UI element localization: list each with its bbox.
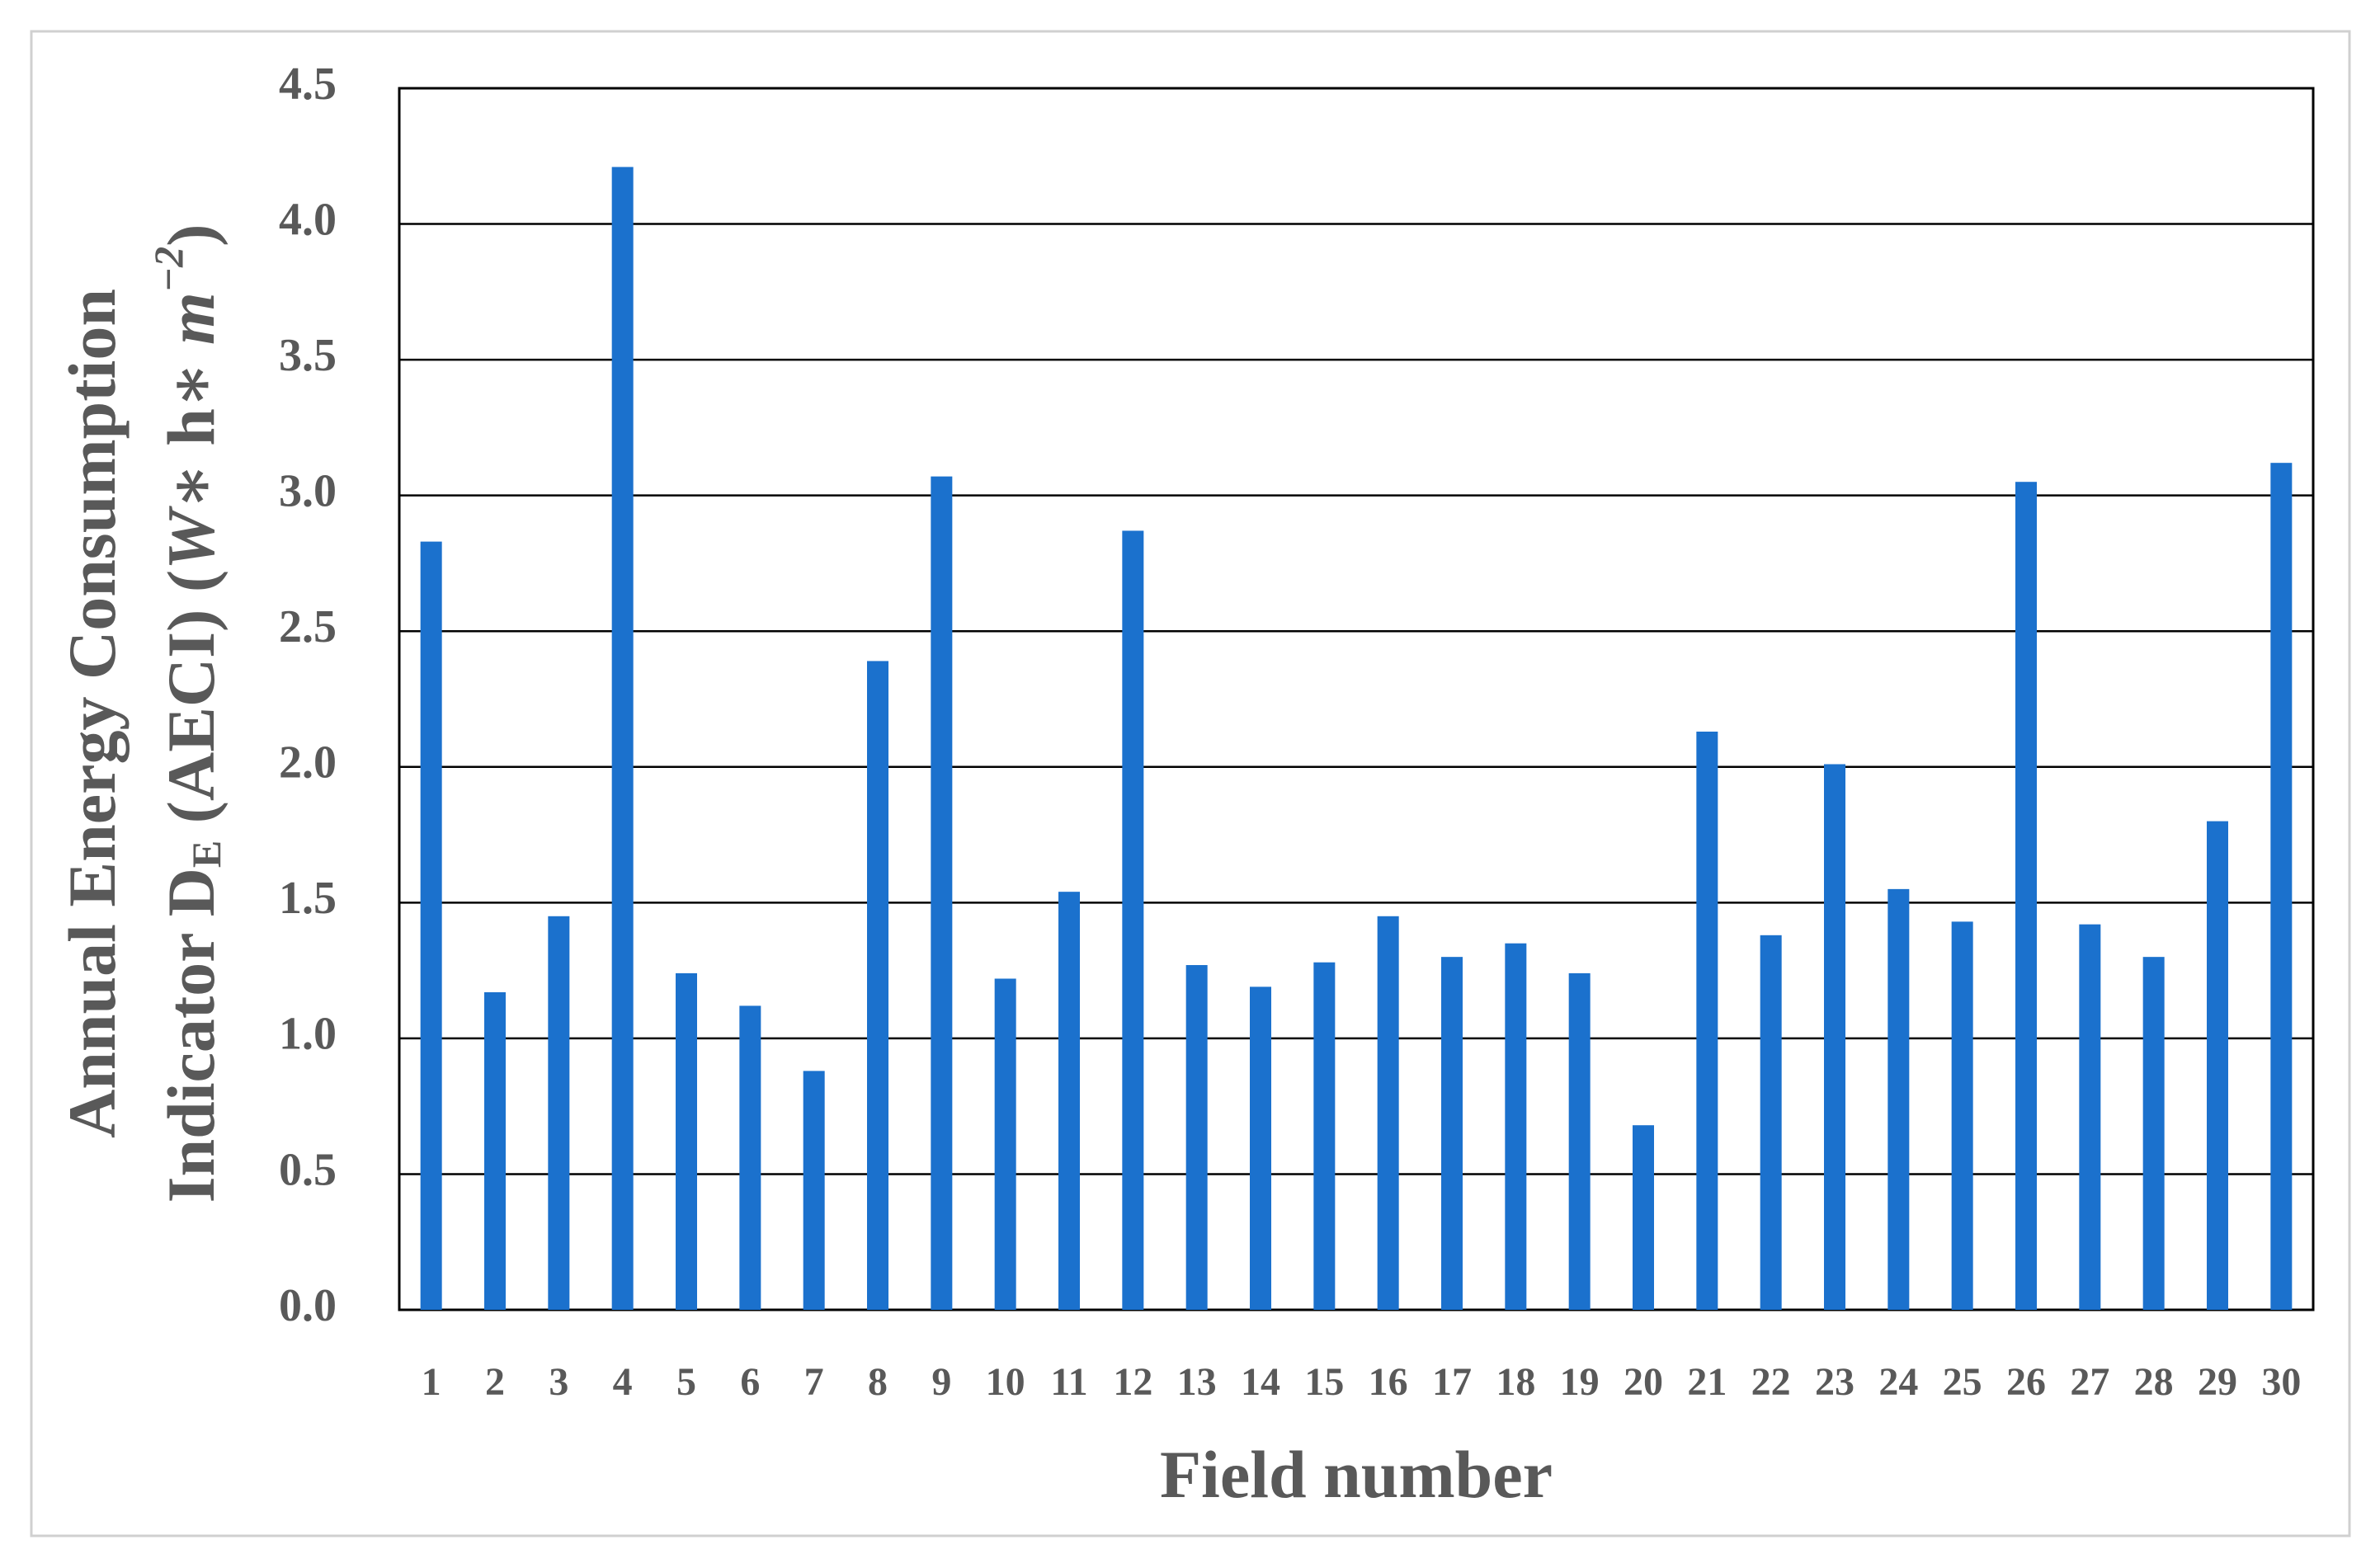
y-tick-label: 3.0 bbox=[279, 466, 337, 517]
x-tick-label: 28 bbox=[2134, 1360, 2174, 1404]
y-axis-title-line2: Indicator DE (AECI) (W∗ h∗ m−2) bbox=[145, 224, 229, 1203]
y-title-part: m bbox=[153, 292, 229, 345]
x-tick-label: 3 bbox=[549, 1360, 568, 1404]
x-tick-label: 16 bbox=[1369, 1360, 1408, 1404]
bar bbox=[1760, 935, 1782, 1310]
bar bbox=[739, 1005, 761, 1310]
bar bbox=[1185, 965, 1208, 1310]
x-tick-label: 1 bbox=[422, 1360, 441, 1404]
x-tick-label: 9 bbox=[931, 1360, 951, 1404]
bar bbox=[1505, 943, 1527, 1310]
y-tick-label: 4.5 bbox=[279, 59, 337, 110]
y-tick-label: 1.0 bbox=[279, 1009, 337, 1060]
y-title-sub: E bbox=[183, 841, 229, 868]
bar bbox=[867, 661, 888, 1310]
bar bbox=[2270, 463, 2293, 1310]
x-tick-label: 12 bbox=[1113, 1360, 1152, 1404]
bar bbox=[1696, 731, 1718, 1310]
bar bbox=[994, 978, 1016, 1310]
bar bbox=[548, 916, 570, 1310]
x-axis-title: Field number bbox=[1160, 1437, 1553, 1512]
y-title-part: ∗ h∗ bbox=[153, 345, 229, 510]
bar bbox=[1633, 1125, 1654, 1310]
bar bbox=[1568, 972, 1591, 1310]
y-axis-title: Annual Energy Consumption Indicator DE (… bbox=[54, 224, 230, 1203]
y-tick-label: 0.5 bbox=[279, 1144, 337, 1195]
x-tick-label: 17 bbox=[1432, 1360, 1472, 1404]
bar bbox=[1250, 986, 1271, 1310]
bar bbox=[803, 1071, 825, 1310]
x-tick-label: 30 bbox=[2261, 1360, 2301, 1404]
y-axis-title-line1: Annual Energy Consumption bbox=[54, 289, 130, 1138]
x-tick-label: 23 bbox=[1815, 1360, 1855, 1404]
bar bbox=[2015, 482, 2037, 1310]
bar bbox=[931, 476, 953, 1310]
plot-area bbox=[398, 87, 2315, 1311]
x-tick-label: 27 bbox=[2070, 1360, 2109, 1404]
x-tick-label: 4 bbox=[613, 1360, 633, 1404]
x-tick-label: 29 bbox=[2198, 1360, 2237, 1404]
bar bbox=[1377, 916, 1399, 1310]
bar bbox=[676, 972, 697, 1310]
bar bbox=[611, 167, 634, 1310]
bar bbox=[1058, 892, 1080, 1310]
x-tick-label: 13 bbox=[1177, 1360, 1217, 1404]
y-title-part: W bbox=[153, 506, 229, 570]
bar bbox=[1441, 957, 1463, 1310]
y-title-part: ) bbox=[153, 224, 229, 247]
bar bbox=[2079, 924, 2101, 1310]
x-tick-label: 21 bbox=[1687, 1360, 1727, 1404]
x-tick-label: 2 bbox=[485, 1360, 505, 1404]
bar bbox=[1824, 764, 1845, 1310]
bar bbox=[2142, 957, 2165, 1310]
x-tick-label: 6 bbox=[740, 1360, 760, 1404]
x-tick-label: 25 bbox=[1943, 1360, 1982, 1404]
y-tick-label: 0.0 bbox=[279, 1280, 337, 1331]
y-tick-label: 1.5 bbox=[279, 873, 337, 924]
bar bbox=[1951, 921, 1973, 1310]
x-tick-label: 18 bbox=[1496, 1360, 1535, 1404]
y-title-sup: −2 bbox=[145, 247, 191, 292]
y-title-part: Indicator D bbox=[153, 868, 229, 1203]
bar bbox=[484, 991, 506, 1310]
x-tick-label: 20 bbox=[1624, 1360, 1663, 1404]
x-tick-label: 11 bbox=[1050, 1360, 1087, 1404]
bar bbox=[1888, 888, 1910, 1310]
x-tick-label: 5 bbox=[676, 1360, 696, 1404]
y-tick-label: 3.5 bbox=[279, 330, 337, 381]
x-tick-label: 8 bbox=[868, 1360, 888, 1404]
bar bbox=[420, 541, 442, 1310]
bar bbox=[2207, 821, 2228, 1310]
x-tick-label: 24 bbox=[1878, 1360, 1918, 1404]
x-tick-label: 7 bbox=[804, 1360, 824, 1404]
x-tick-label: 14 bbox=[1241, 1360, 1280, 1404]
bar bbox=[1313, 962, 1336, 1310]
x-tick-label: 26 bbox=[2006, 1360, 2046, 1404]
x-tick-label: 15 bbox=[1304, 1360, 1344, 1404]
y-tick-label: 2.5 bbox=[279, 601, 337, 652]
x-tick-label: 19 bbox=[1560, 1360, 1600, 1404]
bar bbox=[1122, 530, 1144, 1310]
y-tick-label: 2.0 bbox=[279, 737, 337, 789]
y-tick-label: 4.0 bbox=[279, 194, 337, 245]
x-tick-label: 10 bbox=[986, 1360, 1025, 1404]
x-tick-label: 22 bbox=[1751, 1360, 1791, 1404]
y-title-part: (AECI) ( bbox=[153, 570, 229, 841]
